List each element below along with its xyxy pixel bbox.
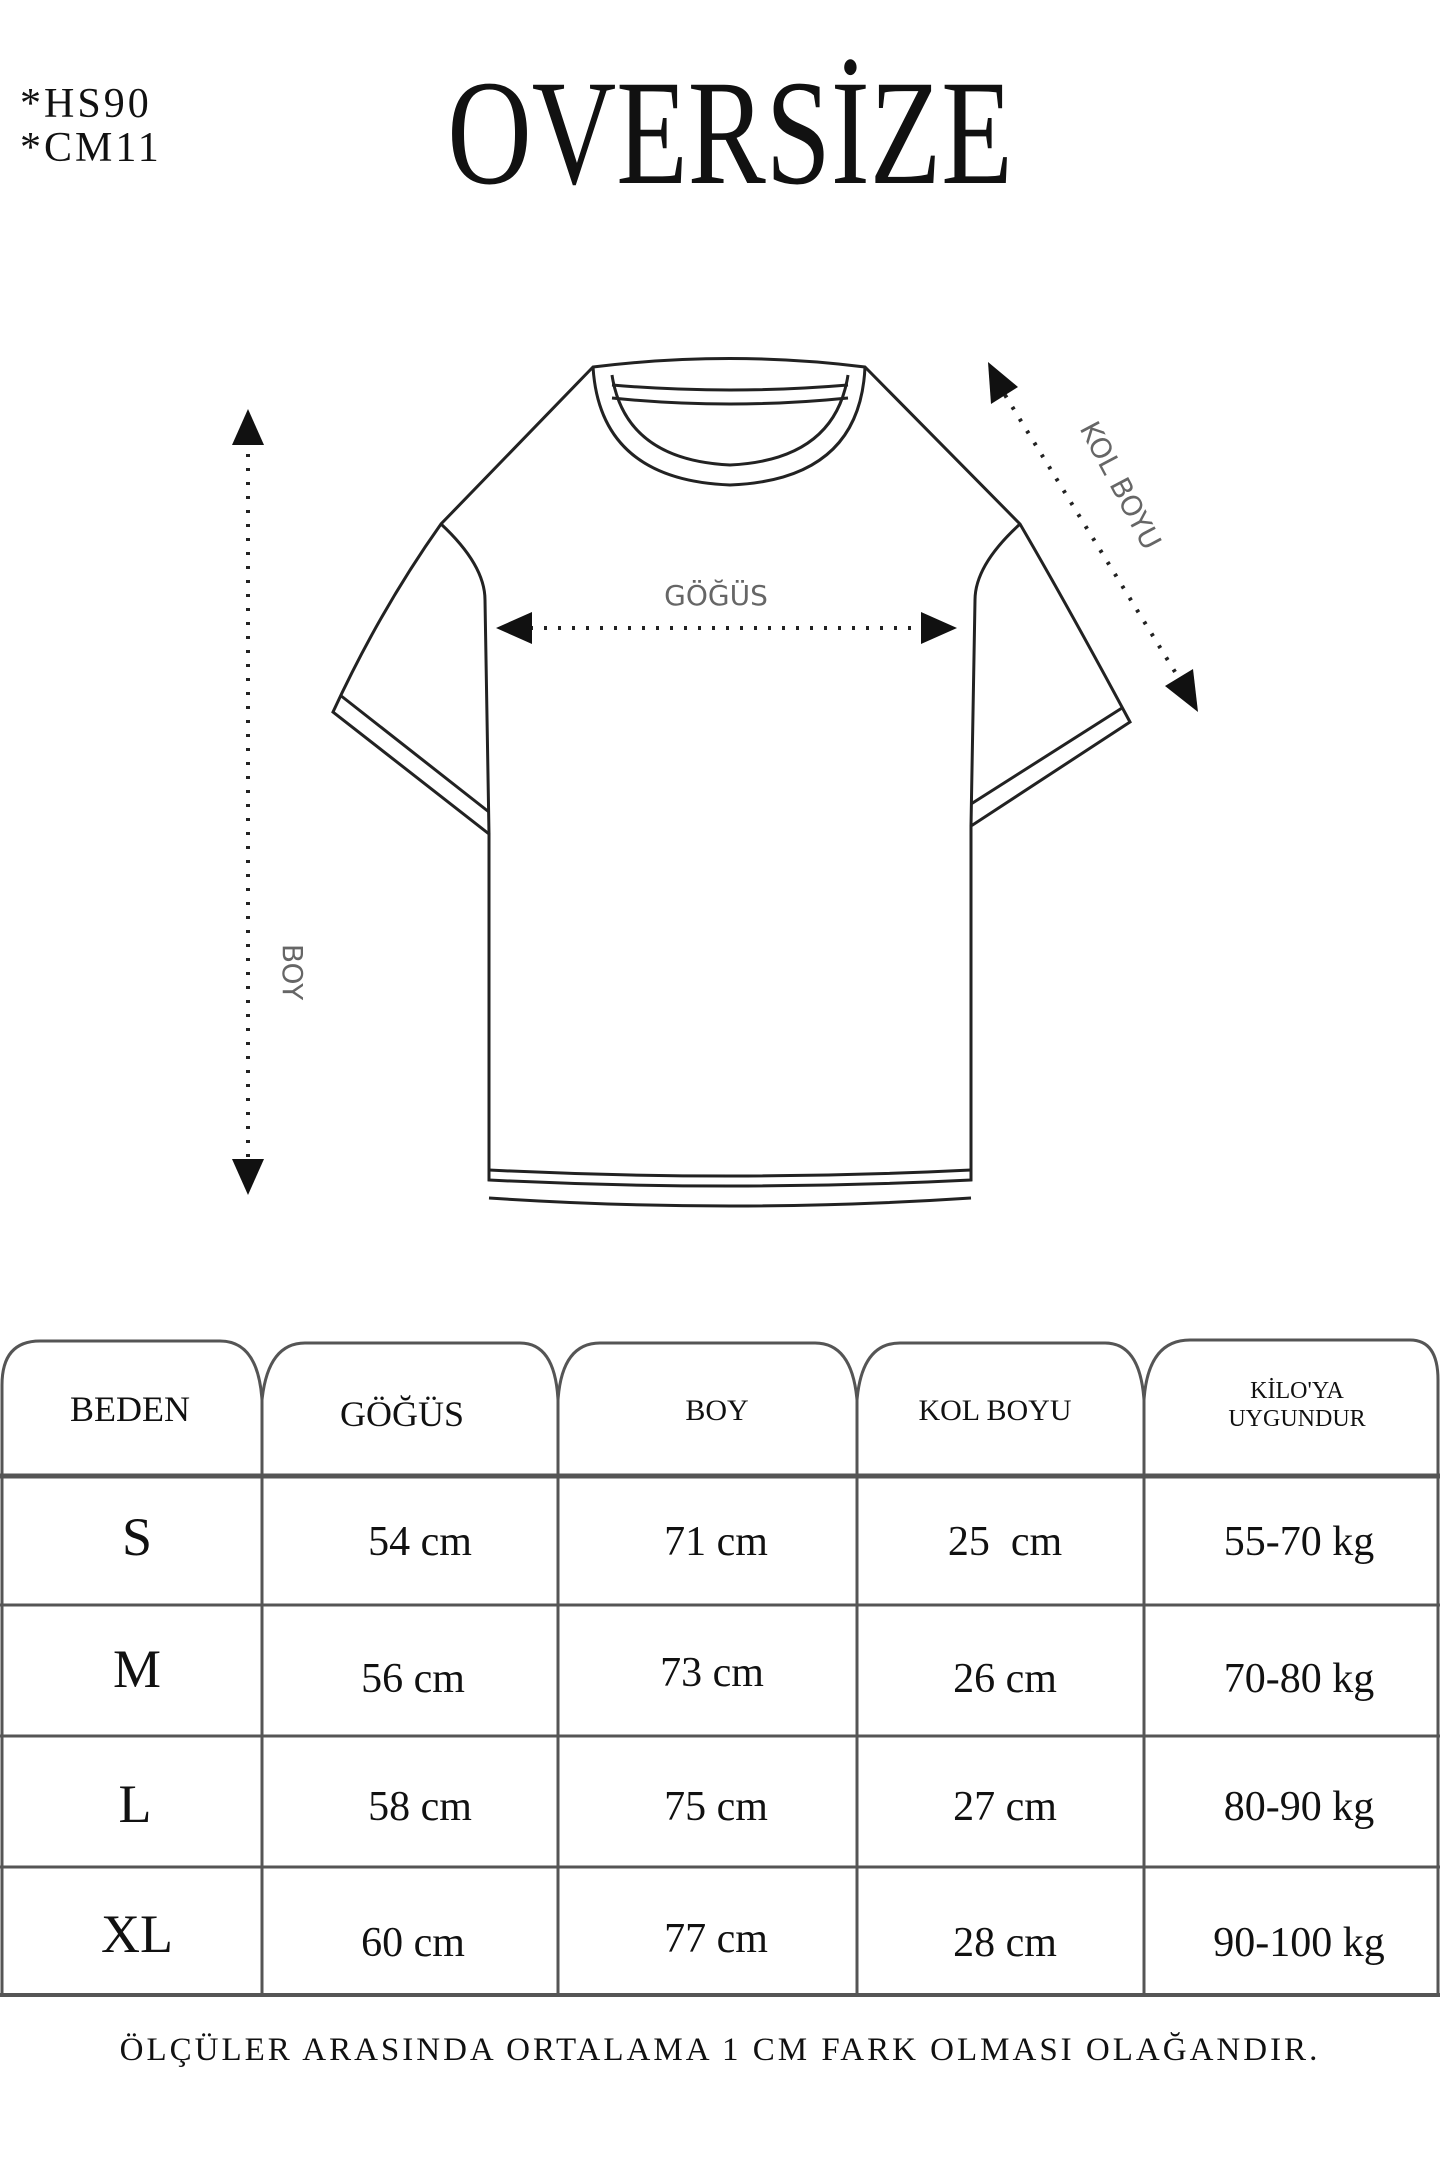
cell-weight: 80-90 kg xyxy=(1224,1784,1375,1830)
product-code: *CM11 xyxy=(20,125,162,171)
measurement-note: ÖLÇÜLER ARASINDA ORTALAMA 1 CM FARK OLMA… xyxy=(119,2032,1321,2068)
cell-size: L xyxy=(119,1774,152,1834)
cell-weight: 70-80 kg xyxy=(1224,1656,1375,1702)
table-row: L 58 cm 75 cm 27 cm 80-90 kg xyxy=(119,1774,1375,1834)
table-row: M 56 cm 73 cm 26 cm 70-80 kg xyxy=(113,1639,1374,1702)
table-body: S 54 cm 71 cm 25 cm 55-70 kg M 56 cm 73 … xyxy=(101,1507,1385,1966)
tshirt-illustration xyxy=(331,357,1132,1208)
header-chest: GÖĞÜS xyxy=(340,1394,464,1434)
header-weight-line1: KİLO'YA xyxy=(1250,1378,1344,1404)
cell-size: S xyxy=(122,1507,152,1567)
cell-sleeve: 26 cm xyxy=(953,1656,1057,1702)
product-code: *HS90 xyxy=(20,81,152,127)
cell-weight: 55-70 kg xyxy=(1224,1519,1375,1565)
cell-sleeve: 27 cm xyxy=(953,1784,1057,1830)
cell-chest: 54 cm xyxy=(368,1519,472,1565)
cell-sleeve: 28 cm xyxy=(953,1920,1057,1966)
chest-label: GÖĞÜS xyxy=(664,578,768,612)
table-header: BEDEN GÖĞÜS BOY KOL BOYU KİLO'YA UYGUNDU… xyxy=(70,1378,1366,1434)
length-arrow xyxy=(232,409,264,1195)
cell-length: 73 cm xyxy=(660,1650,764,1696)
cell-weight: 90-100 kg xyxy=(1213,1920,1385,1966)
product-codes: *HS90 *CM11 xyxy=(20,82,162,170)
cell-length: 75 cm xyxy=(664,1784,768,1830)
cell-length: 77 cm xyxy=(664,1916,768,1962)
cell-chest: 56 cm xyxy=(361,1656,465,1702)
header-size: BEDEN xyxy=(70,1389,190,1429)
table-row: S 54 cm 71 cm 25 cm 55-70 kg xyxy=(122,1507,1374,1567)
length-label: BOY xyxy=(276,944,309,1001)
sleeve-label: KOL BOYU xyxy=(1073,416,1168,555)
size-table xyxy=(0,1338,1440,1997)
cell-size: M xyxy=(113,1639,161,1699)
header-sleeve: KOL BOYU xyxy=(918,1394,1071,1427)
header-length: BOY xyxy=(685,1394,748,1427)
cell-length: 71 cm xyxy=(664,1519,768,1565)
table-row: XL 60 cm 77 cm 28 cm 90-100 kg xyxy=(101,1904,1385,1966)
header-weight-line2: UYGUNDUR xyxy=(1228,1406,1365,1432)
cell-chest: 60 cm xyxy=(361,1920,465,1966)
cell-sleeve: 25 cm xyxy=(948,1519,1063,1565)
chest-arrow xyxy=(496,612,957,644)
sleeve-arrow xyxy=(988,362,1198,712)
cell-chest: 58 cm xyxy=(368,1784,472,1830)
cell-size: XL xyxy=(101,1904,173,1964)
page-title: OVERSİZE xyxy=(447,50,1013,216)
